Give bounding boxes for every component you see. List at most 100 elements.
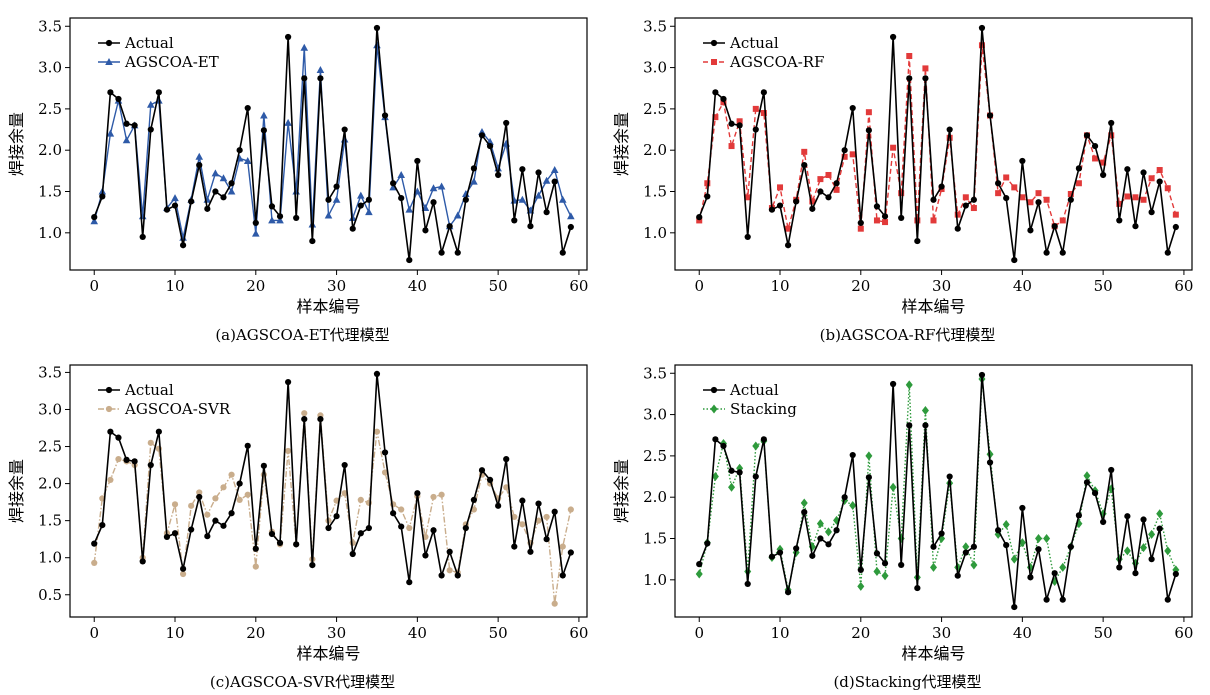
data-point: [865, 127, 872, 134]
data-point: [1156, 525, 1163, 532]
data-point: [220, 484, 227, 491]
data-point: [841, 494, 848, 501]
data-point: [857, 581, 865, 591]
data-point: [930, 562, 937, 572]
legend-label: Actual: [124, 381, 174, 399]
x-tick-label: 30: [327, 277, 346, 295]
data-point: [293, 214, 300, 222]
data-point: [1059, 596, 1066, 603]
data-point: [543, 536, 550, 543]
y-tick-label: 1.0: [643, 571, 667, 589]
y-tick-label: 2.5: [643, 447, 667, 465]
data-point: [414, 490, 421, 497]
data-point: [736, 469, 743, 476]
data-point: [1132, 223, 1139, 230]
data-point: [809, 198, 816, 205]
data-point: [511, 513, 518, 521]
data-point: [1148, 556, 1155, 563]
data-point: [446, 548, 453, 555]
series-line: [698, 44, 1177, 230]
chart-panel-b: 0 10 20 30 40 50 60 1.0 1.5 2.0 2.5 3.0 3.5 样本编号 焊接余量 A…: [605, 0, 1210, 347]
x-tick-label: 40: [1013, 624, 1032, 642]
data-point: [236, 147, 243, 154]
data-point: [760, 89, 767, 96]
data-point: [970, 560, 978, 570]
data-point: [1075, 512, 1083, 519]
x-tick-label: 40: [408, 277, 427, 295]
data-point: [107, 428, 114, 435]
data-point: [906, 75, 913, 82]
data-point: [147, 126, 154, 133]
data-point: [1003, 542, 1010, 549]
axes: 0 10 20 30 40 50 60 0.5 1.0 1.5 2.0 2.5 3.0 3.5: [38, 363, 588, 642]
data-point: [704, 180, 711, 187]
data-point: [446, 223, 453, 230]
data-point: [284, 118, 292, 126]
data-point: [139, 233, 146, 241]
data-point: [1092, 155, 1099, 162]
data-point: [978, 42, 985, 49]
data-point: [922, 422, 929, 429]
x-tick-label: 0: [89, 624, 99, 642]
data-point: [889, 482, 897, 492]
data-point: [1043, 196, 1050, 203]
data-point: [873, 203, 881, 210]
data-point: [785, 225, 792, 232]
data-point: [276, 213, 284, 220]
data-point: [1108, 466, 1115, 474]
data-point: [777, 184, 784, 191]
data-point: [946, 473, 953, 480]
data-point: [1083, 132, 1091, 139]
data-point: [1019, 504, 1026, 512]
data-point: [1075, 165, 1083, 172]
data-point: [849, 104, 856, 112]
y-tick-label: 3.5: [643, 364, 667, 382]
data-point: [954, 572, 961, 579]
chart-panel-a: 0 10 20 30 40 50 60 1.0 1.5 2.0 2.5 3.0 3.5 样本编号 焊接余量 A…: [0, 0, 605, 347]
data-point: [768, 206, 776, 213]
data-point: [1156, 178, 1163, 185]
data-point: [155, 428, 162, 435]
data-point: [776, 202, 784, 209]
data-point: [309, 562, 316, 569]
y-tick-label: 2.0: [38, 475, 62, 493]
data-point: [212, 517, 219, 524]
data-point: [317, 416, 324, 423]
data-point: [171, 501, 179, 508]
legend-swatch-marker: [105, 405, 113, 413]
data-point: [720, 99, 727, 106]
data-point: [1002, 519, 1010, 529]
data-point: [333, 183, 340, 190]
data-point: [301, 416, 308, 423]
data-point: [914, 237, 921, 245]
x-axis-label: 样本编号: [901, 297, 965, 316]
data-point: [873, 550, 881, 557]
data-point: [1091, 142, 1099, 150]
y-tick-label: 2.5: [38, 100, 62, 118]
data-point: [341, 126, 348, 133]
data-point: [817, 535, 824, 542]
data-point: [1051, 570, 1058, 577]
data-point: [163, 206, 171, 213]
data-point: [801, 148, 808, 155]
data-point: [1011, 184, 1018, 191]
data-point: [978, 371, 986, 379]
data-point: [768, 553, 776, 560]
data-point: [559, 249, 566, 256]
data-point: [1164, 546, 1172, 556]
data-point: [285, 378, 292, 386]
data-point: [873, 567, 881, 577]
data-point: [131, 458, 138, 465]
caption-a: (a)AGSCOA-ET代理模型: [215, 326, 390, 344]
data-point: [107, 89, 114, 96]
x-axis-label: 样本编号: [296, 297, 360, 316]
y-tick-label: 1.5: [38, 512, 62, 530]
x-tick-label: 60: [1174, 624, 1193, 642]
x-tick-label: 60: [1174, 277, 1193, 295]
y-tick-label: 1.0: [38, 549, 62, 567]
data-point: [728, 143, 735, 150]
data-point: [922, 65, 929, 72]
data-point: [922, 75, 929, 82]
x-tick-label: 30: [932, 277, 951, 295]
